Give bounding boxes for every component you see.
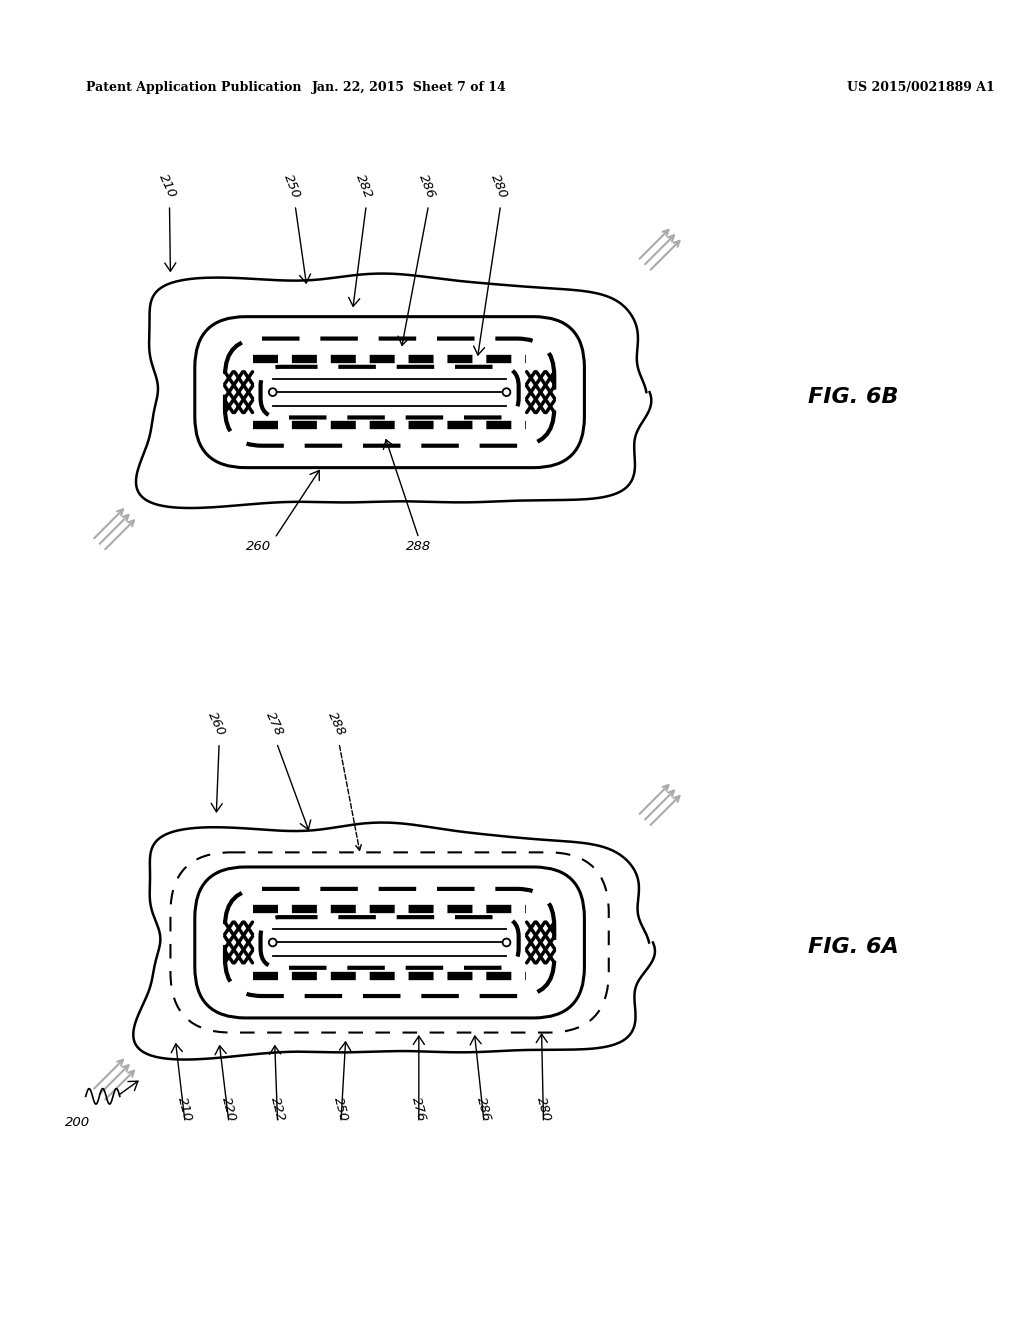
Text: 286: 286 — [474, 1096, 494, 1122]
Text: 222: 222 — [268, 1096, 287, 1122]
Text: FIG. 6A: FIG. 6A — [808, 937, 899, 957]
FancyBboxPatch shape — [195, 317, 585, 467]
Text: 280: 280 — [488, 172, 509, 201]
Text: 282: 282 — [353, 172, 375, 201]
Text: 260: 260 — [246, 540, 270, 553]
Text: US 2015/0021889 A1: US 2015/0021889 A1 — [848, 81, 995, 94]
Text: Patent Application Publication: Patent Application Publication — [86, 81, 301, 94]
Text: 286: 286 — [416, 172, 437, 201]
Text: 280: 280 — [534, 1096, 553, 1122]
Text: 220: 220 — [219, 1096, 239, 1122]
Text: FIG. 6B: FIG. 6B — [808, 387, 899, 407]
Circle shape — [503, 388, 510, 396]
Text: 200: 200 — [66, 1115, 90, 1129]
Text: 260: 260 — [205, 710, 227, 738]
Text: 250: 250 — [332, 1096, 350, 1122]
Text: 210: 210 — [157, 172, 179, 201]
Text: 250: 250 — [282, 172, 303, 201]
Text: 288: 288 — [325, 710, 347, 738]
Circle shape — [269, 939, 276, 946]
Text: 276: 276 — [410, 1096, 428, 1122]
FancyBboxPatch shape — [195, 867, 585, 1018]
Text: Jan. 22, 2015  Sheet 7 of 14: Jan. 22, 2015 Sheet 7 of 14 — [311, 81, 507, 94]
Text: 288: 288 — [407, 540, 431, 553]
Circle shape — [503, 939, 510, 946]
Text: 278: 278 — [263, 710, 286, 738]
Text: 210: 210 — [175, 1096, 195, 1122]
Circle shape — [269, 388, 276, 396]
